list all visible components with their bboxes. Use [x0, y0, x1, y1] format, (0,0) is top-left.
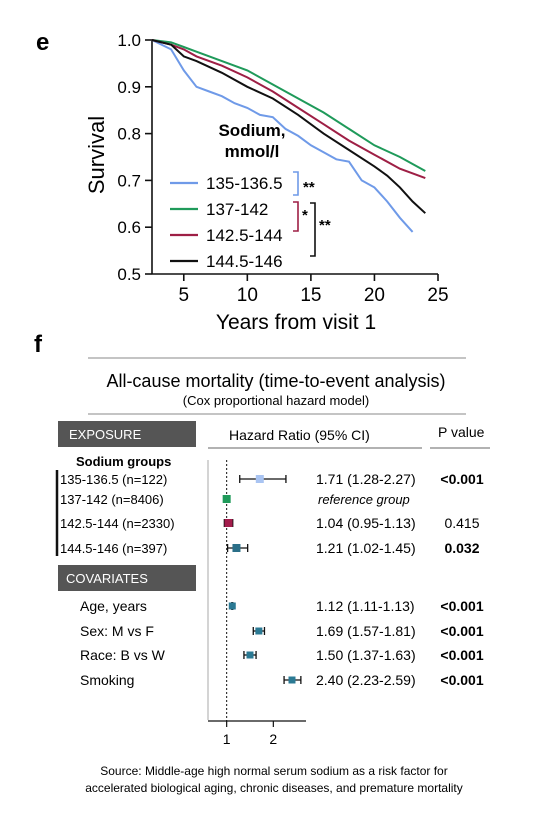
p-value: 0.032	[444, 540, 479, 556]
source-line-2: accelerated biological aging, chronic di…	[85, 781, 463, 795]
hr-value: 1.50 (1.37-1.63)	[316, 647, 416, 663]
row-label: Race: B vs W	[80, 647, 166, 663]
row-label: Sex: M vs F	[80, 623, 154, 639]
y-tick-label: 1.0	[117, 31, 141, 50]
hr-value: 1.12 (1.11-1.13)	[316, 598, 415, 614]
survival-x-ticks: 5 10 15 20 25	[178, 274, 449, 306]
forest-row: Age, years 1.12 (1.11-1.13) <0.001	[80, 598, 484, 614]
survival-chart: 0.5 0.6 0.7 0.8 0.9 1.0 5 10 15 20 25 Survival Ye…	[84, 31, 449, 334]
panel-label-e: e	[36, 29, 49, 56]
y-tick-label: 0.9	[117, 78, 141, 97]
survival-y-axis-label: Survival	[84, 116, 109, 194]
source-line-1: Source: Middle-age high normal serum sod…	[100, 764, 447, 778]
hr-value: 1.04 (0.95-1.13)	[316, 515, 416, 531]
hr-point	[222, 495, 231, 503]
x-tick-label: 20	[364, 285, 385, 306]
legend-title-line1: Sodium,	[218, 121, 285, 140]
forest-row: 137-142 (n=8406) reference group	[60, 492, 410, 507]
bracket-red	[293, 201, 299, 232]
row-label: Smoking	[80, 672, 134, 688]
forest-row: Sex: M vs F 1.69 (1.57-1.81) <0.001	[80, 623, 484, 639]
hr-header: Hazard Ratio (95% CI)	[229, 427, 370, 443]
forest-row: 144.5-146 (n=397) 1.21 (1.02-1.45) 0.032	[60, 540, 480, 556]
y-tick-label: 0.7	[117, 171, 141, 190]
covariates-header: COVARIATES	[66, 571, 148, 586]
row-label: 137-142 (n=8406)	[60, 492, 164, 507]
hr-value: reference group	[318, 492, 410, 507]
row-label: 144.5-146 (n=397)	[60, 541, 167, 556]
legend-label: 142.5-144	[206, 226, 283, 245]
hr-point	[255, 627, 263, 635]
p-value: <0.001	[440, 623, 483, 639]
forest-subtitle: (Cox proportional hazard model)	[183, 393, 369, 408]
hr-value: 1.21 (1.02-1.45)	[316, 540, 416, 556]
survival-series	[151, 39, 426, 233]
y-tick-label: 0.8	[117, 125, 141, 144]
forest-row: Race: B vs W 1.50 (1.37-1.63) <0.001	[80, 647, 484, 663]
legend-entries: 135-136.5 137-142 142.5-144 144.5-146	[170, 174, 283, 271]
legend-label: 137-142	[206, 200, 268, 219]
hr-point	[228, 602, 236, 610]
x-tick-label: 10	[237, 285, 258, 306]
x-tick-label: 25	[427, 285, 448, 306]
forest-title: All-cause mortality (time-to-event analy…	[106, 371, 445, 391]
legend-label: 135-136.5	[206, 174, 283, 193]
hr-point	[255, 475, 264, 483]
exposure-header-box	[58, 421, 196, 447]
p-value: 0.415	[444, 515, 479, 531]
p-value: <0.001	[440, 647, 483, 663]
survival-x-axis-label: Years from visit 1	[216, 311, 376, 334]
hr-point	[288, 676, 296, 684]
survival-line-144.5-146	[151, 39, 426, 214]
forest-x-tick-label: 2	[269, 731, 277, 747]
p-value: <0.001	[440, 672, 483, 688]
survival-line-142.5-144	[151, 39, 426, 180]
hr-point	[246, 651, 254, 659]
bracket-blue	[293, 171, 299, 196]
p-value: <0.001	[440, 598, 483, 614]
forest-row: 135-136.5 (n=122) 1.71 (1.28-2.27) <0.001	[60, 471, 484, 487]
x-tick-label: 15	[300, 285, 321, 306]
forest-plot: All-cause mortality (time-to-event analy…	[55, 357, 490, 795]
exposure-header: EXPOSURE	[69, 427, 142, 442]
covariates-header-box	[58, 565, 196, 591]
legend-title-line2: mmol/l	[225, 142, 280, 161]
hr-point	[224, 519, 233, 527]
survival-axes	[151, 40, 438, 275]
y-tick-label: 0.5	[117, 265, 141, 284]
forest-rows: 135-136.5 (n=122) 1.71 (1.28-2.27) <0.0011…	[60, 471, 484, 688]
row-label: Age, years	[80, 598, 147, 614]
survival-line-137-142	[151, 39, 426, 172]
survival-legend: Sodium, mmol/l 135-136.5 137-142 142.5-144…	[170, 121, 286, 271]
survival-line-135-136.5	[151, 39, 414, 233]
x-tick-label: 5	[178, 285, 189, 306]
sodium-groups-heading: Sodium groups	[76, 454, 171, 469]
sig-annotation-1: **	[303, 179, 315, 196]
hr-value: 2.40 (2.23-2.59)	[316, 672, 416, 688]
survival-y-ticks: 0.5 0.6 0.7 0.8 0.9 1.0	[117, 31, 152, 284]
y-tick-label: 0.6	[117, 218, 141, 237]
bracket-black	[310, 202, 316, 257]
p-header: P value	[438, 424, 485, 440]
hr-value: 1.69 (1.57-1.81)	[316, 623, 416, 639]
legend-label: 144.5-146	[206, 252, 283, 271]
panel-label-f: f	[34, 331, 43, 358]
sig-annotation-2: *	[302, 207, 308, 224]
row-label: 142.5-144 (n=2330)	[60, 516, 175, 531]
p-value: <0.001	[440, 471, 483, 487]
significance-brackets: ** * **	[293, 171, 331, 257]
sig-annotation-3: **	[319, 217, 331, 234]
hr-value: 1.71 (1.28-2.27)	[316, 471, 416, 487]
forest-row: Smoking 2.40 (2.23-2.59) <0.001	[80, 672, 484, 688]
forest-row: 142.5-144 (n=2330) 1.04 (0.95-1.13) 0.415	[60, 515, 480, 531]
forest-x-tick-label: 1	[223, 731, 231, 747]
row-label: 135-136.5 (n=122)	[60, 472, 167, 487]
hr-point	[232, 544, 241, 552]
